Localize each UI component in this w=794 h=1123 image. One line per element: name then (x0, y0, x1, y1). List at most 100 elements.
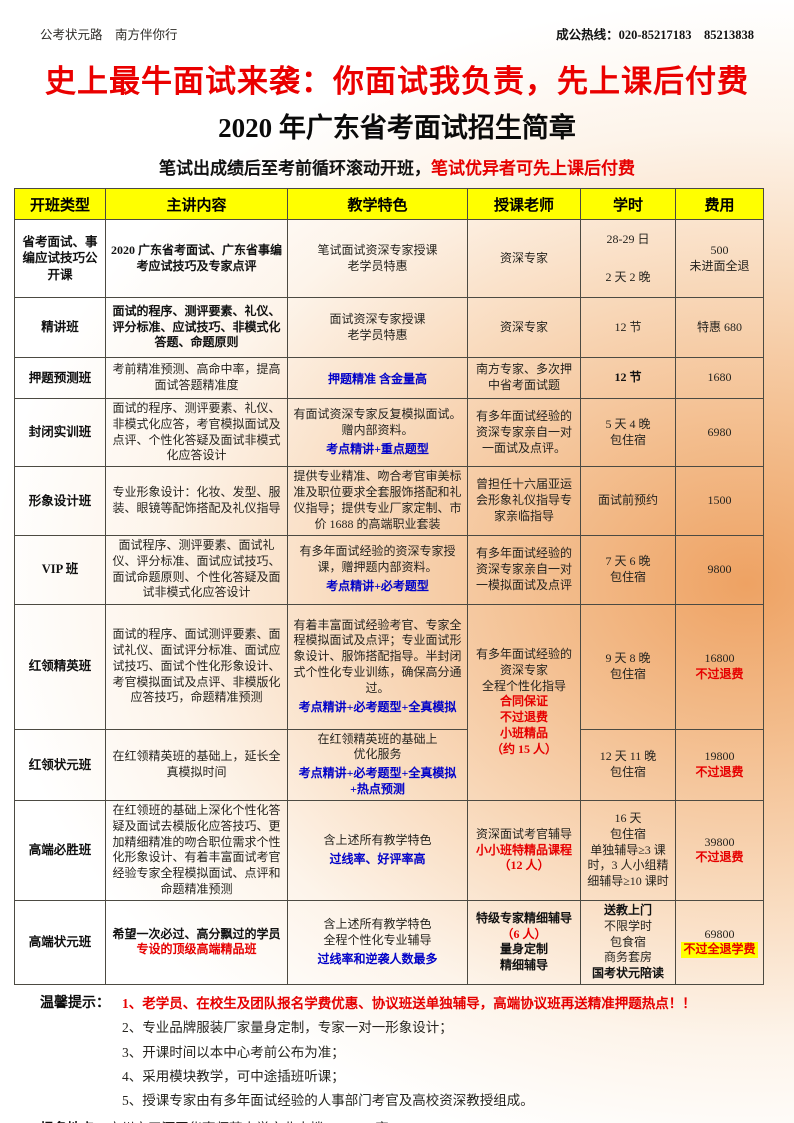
cell-feature: 含上述所有教学特色 过线率、好评率高 (287, 799, 468, 901)
cell-type: 高端状元班 (14, 899, 106, 986)
top-bar: 公考状元路 南方伴你行 成公热线：020-85217183 85213838 (0, 0, 794, 43)
cell-line: 包食宿 (609, 934, 646, 949)
table-row: 高端必胜班 在红领班的基础上深化个性化答疑及面试去模版化应答技巧、更加精细精准的吻… (14, 799, 764, 901)
cell-line: 16800 (704, 650, 735, 665)
cell-fee: 19800 不过退费 (675, 728, 764, 801)
cell-line: 考点精讲+必考题型 (326, 579, 429, 594)
cell-line: 有多年面试经验的 (475, 646, 572, 661)
cell-line: 不限学时 (603, 918, 652, 933)
cell-type: 精讲班 (14, 297, 106, 358)
cell-line: 12 节 (614, 370, 642, 385)
cell-line: 69800 (704, 926, 735, 941)
cell-teacher: 南方专家、多次押中省考面试题 (467, 357, 581, 399)
cell-line: 面试资深专家授课 (329, 311, 426, 326)
cell-line: （6 人） (501, 926, 547, 941)
cell-feature: 笔试面试资深专家授课 老学员特惠 (287, 219, 468, 298)
cell-line: 考点精讲+重点题型 (326, 442, 429, 457)
cell-content: 专业形象设计：化妆、发型、服装、眼镜等配饰搭配及礼仪指导 (105, 466, 288, 536)
cell-line: 未进面全退 (689, 258, 750, 273)
cell-content: 在红领班的基础上深化个性化答疑及面试去模版化应答技巧、更加精细精准的吻合职位需求… (105, 799, 288, 901)
cell-line: 特级专家精细辅导 (475, 910, 572, 925)
cell-line: 面试程序、测评要素、面试礼仪、评分标准、面试应试技巧、面试命题原则、个性化答疑及… (112, 537, 281, 600)
cell-line: 商务套房 (603, 950, 652, 965)
cell-type: VIP 班 (14, 534, 106, 605)
cell-content: 面试的程序、面试测评要素、面试礼仪、面试评分标准、面试应试技巧、面试个性化形象设… (105, 603, 288, 730)
cell-line: 南方专家、多次押中省考面试题 (475, 362, 572, 392)
cell-line: 1500 (707, 493, 732, 508)
cell-line: 封闭实训班 (28, 425, 92, 440)
cell-line: 过线率和逆袭人数最多 (317, 951, 438, 966)
tips-section: 温馨提示： 1、老学员、在校生及团队报名学费优惠、协议班送单独辅导，高端协议班再… (40, 992, 754, 1113)
table-row: 红领精英班 面试的程序、面试测评要素、面试礼仪、面试评分标准、面试应试技巧、面试个… (14, 603, 764, 801)
column-header: 费用 (675, 188, 764, 220)
tip-item: 1、老学员、在校生及团队报名学费优惠、协议班送单独辅导，高端协议班再送精准押题热… (122, 996, 696, 1012)
cell-hours: 28-29 日 2 天 2 晚 (580, 219, 676, 298)
cell-line: 5 天 4 晚 (605, 416, 651, 431)
cell-type: 省考面试、事编应试技巧公开课 (14, 219, 106, 298)
cell-line: 送教上门 (603, 902, 652, 917)
cell-feature: 有面试资深专家反复模拟面试。赠内部资料。 考点精讲+重点题型 (287, 397, 468, 468)
cell-type: 押题预测班 (14, 357, 106, 399)
hotline-text: 成公热线：020-85217183 85213838 (556, 28, 754, 42)
cell-line: （12 人） (498, 858, 550, 873)
cell-fee: 39800 不过退费 (675, 799, 764, 901)
cell-line: 不过全退学费 (681, 942, 758, 959)
subtitle-black: 笔试出成绩后至考前循环滚动开班， (159, 159, 431, 178)
enroll-line: 报名地点：广州市天河区华南师范大学产业大楼 105-203 室 020-85217… (40, 1117, 754, 1123)
cell-line: 合同保证 (499, 694, 548, 709)
cell-line: 专业形象设计：化妆、发型、服装、眼镜等配饰搭配及礼仪指导 (112, 485, 281, 515)
cell-line: 不过退费 (499, 710, 548, 725)
cell-line: 全程个性化专业辅导 (323, 933, 432, 948)
cell-line: 红领精英班 (28, 659, 92, 674)
cell-line: 包住宿 (609, 569, 646, 584)
cell-teacher: 特级专家精细辅导 （6 人） 量身定制 精细辅导 (467, 899, 581, 986)
tip-item: 2、专业品牌服装厂家量身定制，专家一对一形象设计； (122, 1020, 453, 1036)
cell-line: 优化服务 (353, 747, 402, 762)
cell-feature: 面试资深专家授课 老学员特惠 (287, 297, 468, 358)
column-header: 开班类型 (14, 188, 106, 220)
column-header: 授课老师 (467, 188, 581, 220)
cell-line: 在红领精英班的基础上 (317, 731, 438, 746)
cell-fee: 1500 (675, 466, 764, 536)
cell-hours: 12 节 (580, 297, 676, 358)
cell-fee: 1680 (675, 357, 764, 399)
cell-type: 红领状元班 (14, 728, 106, 801)
cell-line: 形象设计班 (28, 493, 92, 508)
cell-content: 面试的程序、测评要素、礼仪、评分标准、应试技巧、非模式化答题、命题原则 (105, 297, 288, 358)
table-row: VIP 班 面试程序、测评要素、面试礼仪、评分标准、面试应试技巧、面试命题原则、个… (14, 534, 764, 605)
cell-feature: 提供专业精准、吻合考官审美标准及职位要求全套服饰搭配和礼仪指导；提供专业厂家定制… (287, 466, 468, 536)
cell-line: 笔试面试资深专家授课 (317, 242, 438, 257)
cell-line: 老学员特惠 (347, 327, 408, 342)
column-header: 学时 (580, 188, 676, 220)
cell-line: 不过退费 (695, 850, 744, 865)
enroll-address: 广州市天河区华南师范大学产业大楼 105-203 室 (108, 1121, 389, 1123)
cell-line: 39800 (704, 834, 735, 849)
cell-line: 2020 广东省考面试、广东省事编考应试技巧及专家点评 (110, 242, 282, 273)
cell-content: 考前精准预测、高命中率，提高面试答题精准度 (105, 357, 288, 399)
table-row: 省考面试、事编应试技巧公开课 2020 广东省考面试、广东省事编考应试技巧及专家点… (14, 219, 764, 298)
cell-feature: 有多年面试经验的资深专家授课，赠押题内部资料。 考点精讲+必考题型 (287, 534, 468, 605)
cell-line: 省考面试、事编应试技巧公开课 (22, 234, 98, 282)
cell-teacher: 资深面试考官辅导 小小班特精品课程 （12 人） (467, 799, 581, 901)
cell-line: 有多年面试经验的资深专家亲自一对一面试及点评。 (475, 408, 572, 455)
cell-line: 押题精准 含金量高 (327, 371, 427, 386)
column-header: 主讲内容 (105, 188, 288, 220)
cell-fee: 500 未进面全退 (675, 219, 764, 298)
cell-line: 在红领精英班的基础上，延长全真模拟时间 (112, 748, 281, 779)
cell-line: 19800 (704, 748, 735, 763)
cell-line: 含上述所有教学特色 (323, 833, 432, 848)
cell-teacher: 有多年面试经验的资深专家亲自一对一模拟面试及点评 (467, 534, 581, 605)
cell-feature: 有着丰富面试经验考官、专家全程模拟面试及点评；专业面试形象设计、服饰搭配指导。半… (287, 603, 468, 730)
cell-line: 不过退费 (695, 764, 744, 779)
cell-line: VIP 班 (41, 562, 79, 577)
table-row: 红领状元班 在红领精英班的基础上，延长全真模拟时间 在红领精英班的基础上 优化服务 考点… (14, 728, 764, 801)
cell-line: 2 天 2 晚 (605, 269, 651, 284)
cell-line: 有多年面试经验的资深专家亲自一对一模拟面试及点评 (475, 545, 572, 592)
cell-line: 资深面试考官辅导 (475, 826, 572, 841)
cell-line: 面试的程序、测评要素、礼仪、评分标准、应试技巧、非模式化答题、命题原则 (112, 303, 281, 350)
cell-hours: 9 天 8 晚包住宿 (580, 603, 676, 730)
cell-line: 包住宿 (609, 826, 646, 841)
cell-teacher: 有多年面试经验的 资深专家 全程个性化指导 合同保证 不过退费 小班精品 （约 15 人） (467, 603, 581, 801)
cell-fee: 69800 不过全退学费 (675, 899, 764, 986)
